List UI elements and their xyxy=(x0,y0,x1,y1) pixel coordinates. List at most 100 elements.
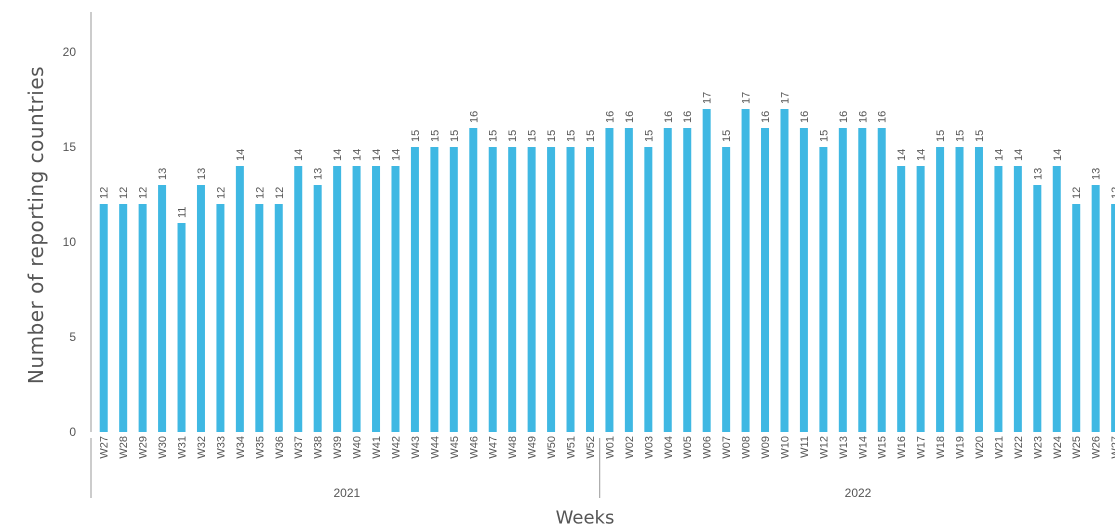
data-label: 14 xyxy=(1052,149,1064,161)
bar xyxy=(469,128,478,432)
x-tick-label: W03 xyxy=(643,436,655,459)
data-label: 15 xyxy=(429,130,441,142)
data-label: 14 xyxy=(916,149,928,161)
x-tick-label: W51 xyxy=(566,436,578,459)
bar xyxy=(761,128,770,432)
y-tick-label: 5 xyxy=(69,330,76,344)
x-tick-label: W37 xyxy=(293,436,305,459)
bar xyxy=(527,147,536,432)
bar xyxy=(702,109,711,432)
x-tick-label: W02 xyxy=(624,436,636,459)
x-tick-label: W49 xyxy=(527,436,539,459)
data-label: 13 xyxy=(157,168,169,180)
bar xyxy=(372,166,381,432)
data-label: 16 xyxy=(682,111,694,123)
bar xyxy=(1033,185,1042,432)
x-tick-label: W22 xyxy=(1013,436,1025,459)
bar xyxy=(313,185,322,432)
data-label: 15 xyxy=(585,130,597,142)
data-label: 15 xyxy=(546,130,558,142)
data-label: 17 xyxy=(702,92,714,104)
group-label: 2021 xyxy=(333,486,360,500)
bar xyxy=(508,147,517,432)
data-label: 14 xyxy=(352,149,364,161)
data-label: 16 xyxy=(877,111,889,123)
data-label: 14 xyxy=(896,149,908,161)
bar xyxy=(138,204,147,432)
data-label: 12 xyxy=(118,187,130,199)
x-tick-label: W10 xyxy=(779,436,791,459)
y-tick-label: 20 xyxy=(63,45,77,59)
data-label: 17 xyxy=(779,92,791,104)
x-tick-label: W26 xyxy=(1091,436,1103,459)
x-tick-label: W36 xyxy=(274,436,286,459)
bar xyxy=(663,128,672,432)
x-axis-title: Weeks xyxy=(555,507,615,529)
x-tick-label: W23 xyxy=(1032,436,1044,459)
x-tick-label: W32 xyxy=(196,436,208,459)
x-tick-label: W08 xyxy=(741,436,753,459)
bar xyxy=(196,185,205,432)
bar xyxy=(955,147,964,432)
data-label: 11 xyxy=(177,207,189,218)
x-tick-label: W20 xyxy=(974,436,986,459)
data-label: 15 xyxy=(643,130,655,142)
data-label: 14 xyxy=(293,149,305,161)
bar xyxy=(1091,185,1100,432)
bar xyxy=(994,166,1003,432)
x-tick-label: W15 xyxy=(877,436,889,459)
data-label: 15 xyxy=(488,130,500,142)
data-label: 13 xyxy=(313,168,325,180)
x-tick-label: W09 xyxy=(760,436,772,459)
bar xyxy=(410,147,419,432)
data-label: 15 xyxy=(566,130,578,142)
bar xyxy=(99,204,108,432)
y-tick-label: 10 xyxy=(63,235,77,249)
bar xyxy=(585,147,594,432)
x-tick-label: W17 xyxy=(916,436,928,459)
data-label: 16 xyxy=(760,111,772,123)
x-tick-label: W41 xyxy=(371,436,383,459)
x-tick-label: W18 xyxy=(935,436,947,459)
y-tick-label: 15 xyxy=(63,140,77,154)
bar xyxy=(936,147,945,432)
bar xyxy=(1111,204,1115,432)
bar xyxy=(799,128,808,432)
bar xyxy=(974,147,983,432)
x-tick-label: W01 xyxy=(604,436,616,459)
x-tick-label: W40 xyxy=(352,436,364,459)
data-label: 12 xyxy=(99,187,111,199)
data-label: 17 xyxy=(741,92,753,104)
x-tick-label: W35 xyxy=(254,436,266,459)
data-label: 16 xyxy=(799,111,811,123)
data-label: 16 xyxy=(838,111,850,123)
bar xyxy=(1052,166,1061,432)
x-tick-label: W27 xyxy=(99,436,111,459)
bar xyxy=(333,166,342,432)
bar xyxy=(216,204,225,432)
x-tick-label: W04 xyxy=(663,436,675,459)
bar xyxy=(916,166,925,432)
data-label: 15 xyxy=(449,130,461,142)
x-tick-label: W52 xyxy=(585,436,597,459)
data-label: 13 xyxy=(1032,168,1044,180)
x-tick-label: W11 xyxy=(799,436,811,458)
data-label: 12 xyxy=(1110,187,1115,199)
bar xyxy=(877,128,886,432)
bar xyxy=(294,166,303,432)
data-label: 15 xyxy=(410,130,422,142)
x-tick-label: W24 xyxy=(1052,436,1064,459)
x-tick-label: W34 xyxy=(235,436,247,459)
data-label: 15 xyxy=(935,130,947,142)
bar xyxy=(274,204,283,432)
x-tick-label: W33 xyxy=(215,436,227,459)
data-label: 15 xyxy=(527,130,539,142)
data-label: 15 xyxy=(818,130,830,142)
data-label: 13 xyxy=(1091,168,1103,180)
x-tick-label: W48 xyxy=(507,436,519,459)
data-label: 14 xyxy=(235,149,247,161)
x-tick-label: W14 xyxy=(857,436,869,459)
x-tick-label: W47 xyxy=(488,436,500,459)
data-label: 13 xyxy=(196,168,208,180)
